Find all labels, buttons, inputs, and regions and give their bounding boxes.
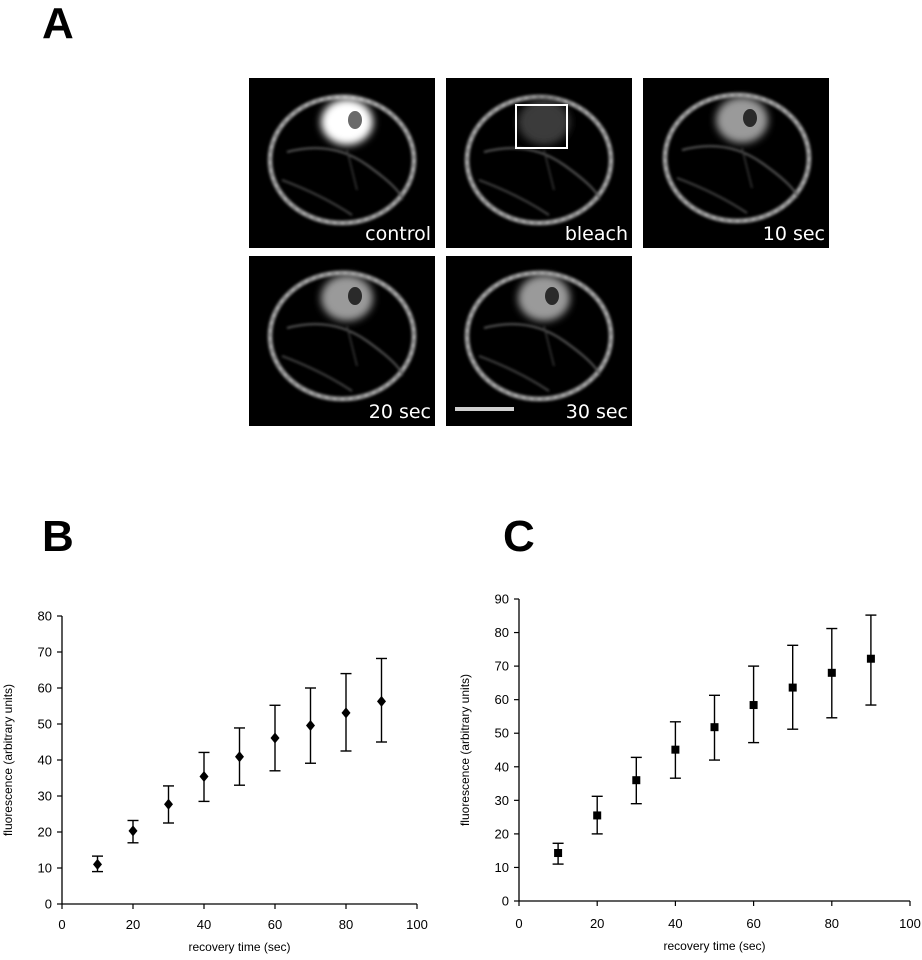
y-tick-label: 40: [495, 759, 509, 774]
y-tick-label: 30: [38, 789, 52, 804]
y-tick-label: 20: [38, 825, 52, 840]
data-point: [710, 723, 719, 732]
y-tick-label: 70: [38, 645, 52, 660]
y-tick-label: 80: [495, 625, 509, 640]
x-tick-label: 20: [126, 917, 140, 932]
y-tick-label: 0: [45, 897, 52, 912]
panel-label-c: C: [503, 512, 535, 561]
micrograph-caption: 30 sec: [565, 401, 628, 423]
panel-label-b: B: [42, 512, 74, 561]
y-tick-label: 30: [495, 793, 509, 808]
cell-image: [464, 94, 614, 226]
x-tick-label: 80: [825, 916, 839, 931]
panel-label-a: A: [42, 0, 74, 48]
data-point: [341, 707, 351, 719]
data-point: [788, 683, 797, 692]
nucleolus: [743, 109, 757, 127]
micrograph-30-sec: 30 sec: [446, 256, 632, 426]
nucleolus: [545, 287, 559, 305]
y-tick-label: 10: [495, 860, 509, 875]
x-tick-label: 60: [746, 916, 760, 931]
data-point: [671, 745, 680, 754]
data-point: [593, 811, 602, 820]
nucleus: [518, 99, 570, 145]
y-tick-label: 50: [38, 717, 52, 732]
micrograph-caption: 10 sec: [762, 223, 825, 245]
nucleus: [518, 275, 570, 321]
y-axis-title: fluorescence (arbitrary units): [1, 684, 15, 836]
x-tick-label: 40: [668, 916, 682, 931]
data-point: [866, 654, 875, 663]
y-tick-label: 60: [38, 681, 52, 696]
data-point: [554, 849, 563, 858]
data-point: [93, 858, 102, 870]
data-point: [164, 798, 173, 810]
bleach-region-box: [515, 104, 568, 149]
x-axis-title: recovery time (sec): [188, 940, 290, 954]
data-point: [632, 776, 641, 785]
y-tick-label: 90: [495, 592, 509, 607]
cell-image: [464, 270, 614, 402]
nucleus: [716, 97, 768, 143]
data-point: [377, 695, 386, 707]
x-tick-label: 20: [590, 916, 604, 931]
y-tick-label: 60: [495, 692, 509, 707]
x-tick-label: 100: [406, 917, 428, 932]
y-tick-label: 20: [495, 826, 509, 841]
micrograph-10-sec: 10 sec: [643, 78, 829, 248]
y-tick-label: 50: [495, 726, 509, 741]
nucleolus: [348, 287, 362, 305]
data-point: [749, 701, 758, 710]
chart-b: 0 10 20 30 40 50 60 70 80 0 20 40 60 80 100 recovery ti…: [1, 609, 428, 955]
x-tick-label: 0: [58, 917, 65, 932]
x-tick-label: 100: [899, 916, 921, 931]
micrograph-20-sec: 20 sec: [249, 256, 435, 426]
cell-image: [662, 92, 812, 224]
data-point: [199, 771, 209, 783]
nucleus: [321, 99, 373, 145]
data-point: [235, 751, 244, 763]
micrograph-caption: bleach: [564, 223, 628, 245]
micrograph-bleach: bleach: [446, 78, 632, 248]
y-tick-label: 80: [38, 609, 52, 624]
micrograph-caption: control: [365, 223, 431, 245]
data-point: [270, 732, 280, 744]
y-tick-label: 0: [502, 894, 509, 909]
micrograph-caption: 20 sec: [368, 401, 431, 423]
x-tick-label: 60: [268, 917, 282, 932]
x-tick-label: 40: [197, 917, 211, 932]
scale-bar: [455, 407, 514, 411]
x-tick-label: 80: [339, 917, 353, 932]
x-axis-title: recovery time (sec): [663, 939, 765, 953]
y-tick-label: 10: [38, 861, 52, 876]
x-tick-label: 0: [515, 916, 522, 931]
y-axis-title: fluorescence (arbitrary units): [458, 674, 472, 826]
y-tick-label: 70: [495, 659, 509, 674]
nucleolus: [348, 111, 362, 129]
y-tick-label: 40: [38, 753, 52, 768]
cell-image: [267, 270, 417, 402]
nucleus: [321, 275, 373, 321]
data-point: [128, 825, 138, 837]
cell-image: [267, 94, 417, 226]
micrograph-control: control: [249, 78, 435, 248]
data-point: [306, 719, 315, 731]
data-point: [827, 668, 836, 677]
